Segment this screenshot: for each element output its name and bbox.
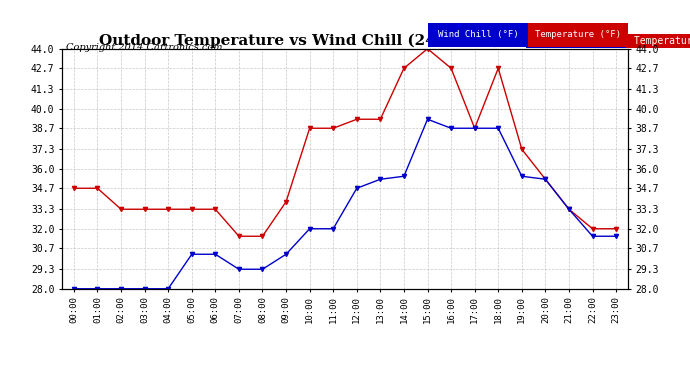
Text: Temperature (°F): Temperature (°F)	[628, 36, 690, 45]
Text: Temperature (°F): Temperature (°F)	[535, 30, 621, 39]
Text: Copyright 2014 Cartronics.com: Copyright 2014 Cartronics.com	[66, 43, 222, 52]
FancyBboxPatch shape	[528, 22, 628, 47]
Text: Wind Chill (°F): Wind Chill (°F)	[528, 36, 628, 45]
Title: Outdoor Temperature vs Wind Chill (24 Hours) 20140320: Outdoor Temperature vs Wind Chill (24 Ho…	[99, 33, 591, 48]
Text: Wind Chill (°F): Wind Chill (°F)	[437, 30, 518, 39]
FancyBboxPatch shape	[428, 22, 528, 47]
